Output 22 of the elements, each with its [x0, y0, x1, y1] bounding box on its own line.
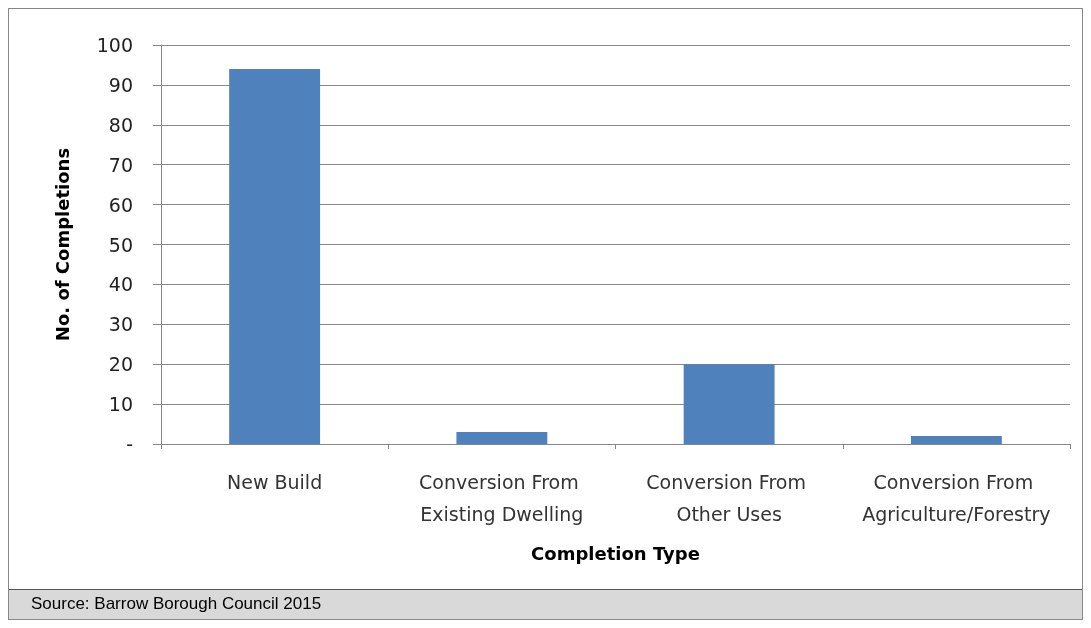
x-axis-title: Completion Type: [531, 542, 700, 564]
y-tick-label: 50: [108, 233, 133, 256]
y-tick-label: 70: [108, 153, 133, 176]
bar: [683, 364, 775, 444]
bar: [910, 436, 1002, 444]
y-axis-title: No. of Completions: [51, 147, 73, 342]
y-tick-label: 40: [108, 273, 133, 296]
y-tick-label: 90: [108, 73, 133, 96]
y-tick-label: 100: [96, 34, 133, 56]
source-note: Source: Barrow Borough Council 2015: [9, 589, 1082, 619]
x-tick-label: Conversion From Agriculture/Forestry: [862, 471, 1051, 525]
y-tick-label: 10: [108, 393, 133, 416]
bar: [456, 432, 548, 444]
x-tick-label: New Build: [227, 471, 323, 493]
bar: [229, 68, 321, 444]
x-tick-label: Conversion From Other Uses: [646, 471, 812, 525]
x-tick-label: Conversion From Existing Dwelling: [419, 471, 585, 525]
y-tick-label: 60: [108, 193, 133, 216]
y-tick-label: 20: [108, 353, 133, 376]
y-tick-label: 30: [108, 313, 133, 336]
y-tick-label: -: [126, 433, 133, 455]
y-tick-label: 80: [108, 113, 133, 136]
